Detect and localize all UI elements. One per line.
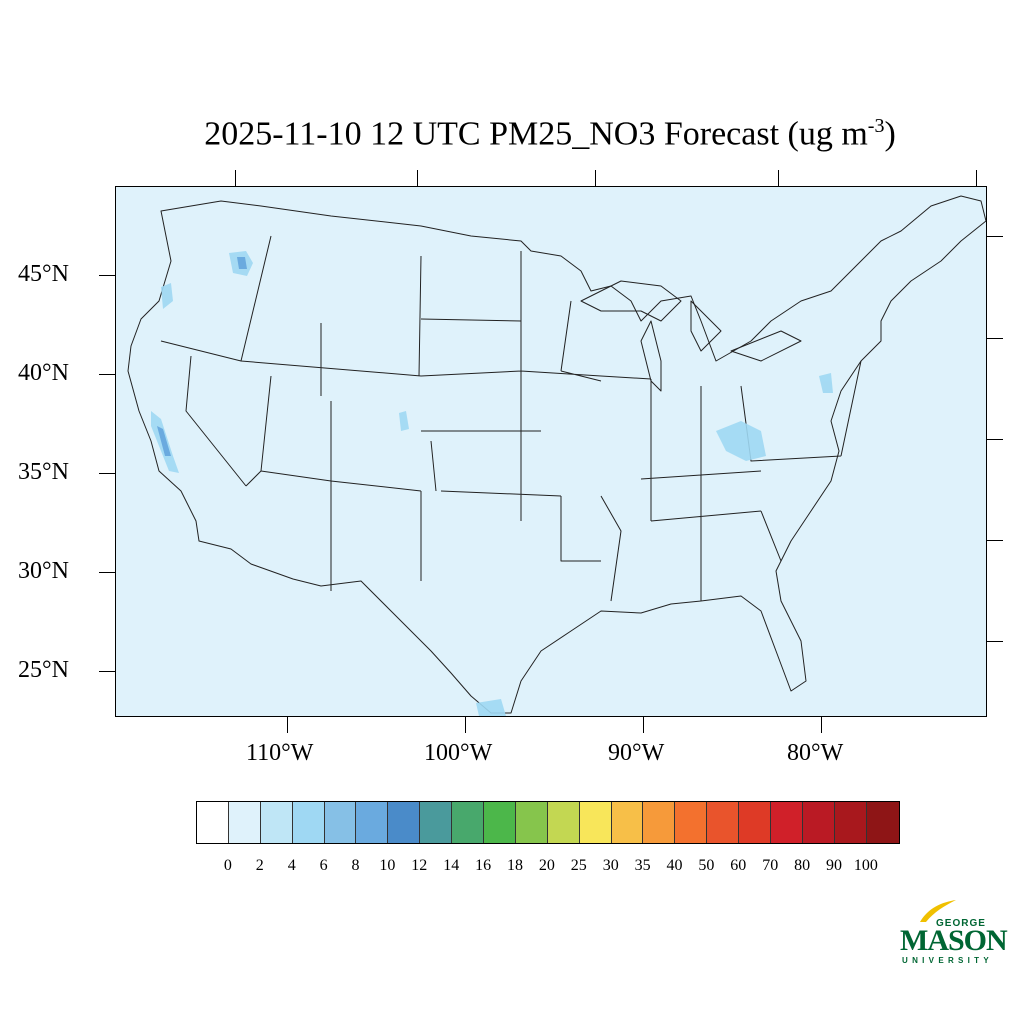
colorbar-cell [579, 802, 612, 843]
colorbar-cell [611, 802, 644, 843]
colorbar-cell [802, 802, 835, 843]
right-tick [987, 338, 1003, 339]
colorbar-cell [292, 802, 325, 843]
colorbar-cell [324, 802, 357, 843]
colorbar-label: 18 [507, 857, 523, 874]
colorbar-label: 25 [570, 857, 587, 874]
colorbar-label: 14 [443, 857, 460, 874]
colorbar-cell [834, 802, 867, 843]
right-tick [987, 236, 1003, 237]
colorbar-cell [452, 802, 485, 843]
colorbar-label: 0 [223, 857, 232, 874]
colorbar-label: 20 [538, 857, 555, 874]
bottom-tick [643, 717, 644, 733]
lon-label-110: 110°W [246, 740, 314, 766]
swoosh-icon [920, 900, 956, 922]
colorbar-label: 35 [634, 857, 651, 874]
colorbar-label: 40 [666, 857, 683, 874]
colorbar-label: 12 [411, 857, 428, 874]
left-tick [99, 671, 115, 672]
right-tick [987, 439, 1003, 440]
colorbar-cell [484, 802, 516, 843]
logo-university: UNIVERSITY [902, 956, 994, 965]
colorbar-label: 10 [379, 857, 396, 874]
colorbar-cell [197, 802, 229, 843]
title-close: ) [884, 115, 896, 153]
left-tick [99, 374, 115, 375]
colorbar-cell [739, 802, 772, 843]
colorbar-cell [866, 802, 899, 843]
top-tick [595, 170, 596, 186]
forecast-map[interactable] [115, 186, 987, 717]
top-tick [976, 170, 977, 186]
colorbar-cell [260, 802, 293, 843]
patch-colorado [399, 411, 409, 431]
colorbar-cell [707, 802, 740, 843]
us-outline [127, 195, 986, 714]
logo-mason: MASON [900, 924, 1008, 957]
great-lakes [580, 280, 802, 392]
state-lines [160, 235, 862, 602]
colorbar-label: 100 [853, 857, 878, 874]
map-svg [127, 195, 986, 716]
lat-label-45: 45°N [18, 261, 69, 287]
colorbar-label: 50 [698, 857, 715, 874]
left-tick [99, 473, 115, 474]
colorbar-cell [356, 802, 389, 843]
title-superscript: -3 [867, 115, 885, 137]
patch-ohio-valley [716, 421, 766, 461]
colorbar [196, 801, 900, 844]
left-tick [99, 572, 115, 573]
colorbar-cell [771, 802, 803, 843]
colorbar-label: 8 [351, 857, 360, 874]
colorbar-cell [420, 802, 453, 843]
logo-george: GEORGE [936, 918, 986, 929]
lon-label-80: 80°W [787, 740, 844, 766]
colorbar-cell [675, 802, 708, 843]
colorbar-label: 16 [475, 857, 492, 874]
colorbar-label: 70 [762, 857, 779, 874]
bottom-tick [465, 717, 466, 733]
patch-texas [476, 699, 506, 716]
colorbar-label: 6 [319, 857, 328, 874]
lon-label-100: 100°W [424, 740, 493, 766]
colorbar-cell [547, 802, 580, 843]
colorbar-cell [515, 802, 548, 843]
lon-label-90: 90°W [608, 740, 665, 766]
colorbar-label: 80 [794, 857, 811, 874]
colorbar-label: 4 [287, 857, 296, 874]
colorbar-label: 60 [730, 857, 747, 874]
colorbar-label: 2 [255, 857, 264, 874]
patch-california-core [157, 426, 171, 456]
colorbar-cell [388, 802, 421, 843]
title-text: 2025-11-10 12 UTC PM25_NO3 Forecast (ug … [204, 115, 868, 153]
lat-label-40: 40°N [18, 360, 69, 386]
map-title: 2025-11-10 12 UTC PM25_NO3 Forecast (ug … [0, 115, 1024, 153]
gmu-logo: GEORGE MASON UNIVERSITY [898, 898, 1008, 968]
patch-northeast [819, 373, 833, 393]
right-tick [987, 540, 1003, 541]
lat-label-35: 35°N [18, 459, 69, 485]
patch-washington-core [237, 257, 247, 269]
colorbar-label: 30 [602, 857, 619, 874]
right-tick [987, 641, 1003, 642]
top-tick [778, 170, 779, 186]
bottom-tick [287, 717, 288, 733]
colorbar-cell [228, 802, 261, 843]
left-tick [99, 275, 115, 276]
bottom-tick [821, 717, 822, 733]
patch-oregon-coast [161, 283, 173, 309]
colorbar-label: 90 [826, 857, 842, 874]
top-tick [235, 170, 236, 186]
lat-label-30: 30°N [18, 558, 69, 584]
lat-label-25: 25°N [18, 657, 69, 683]
colorbar-cell [643, 802, 676, 843]
top-tick [417, 170, 418, 186]
